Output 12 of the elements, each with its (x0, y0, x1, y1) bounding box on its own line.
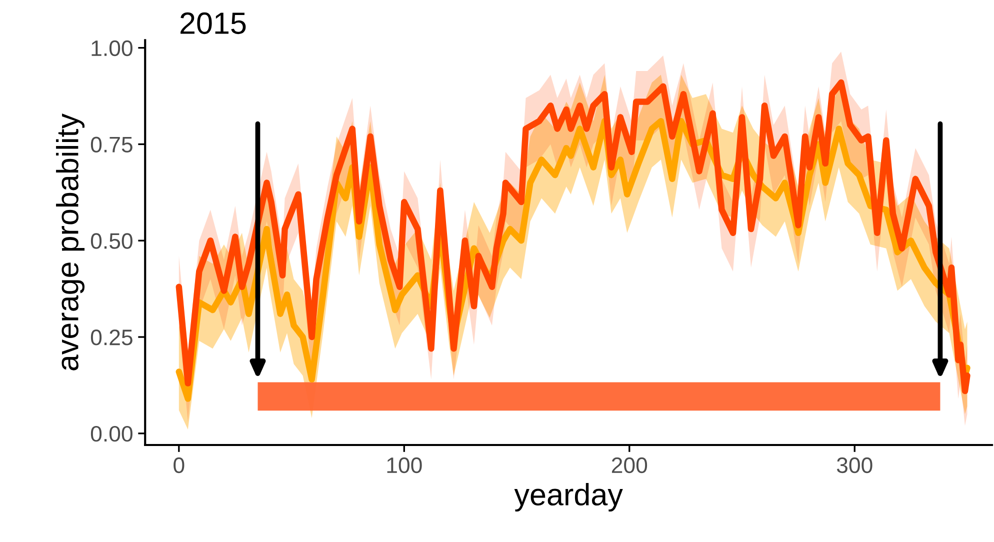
y-tick-label: 0.00 (90, 426, 132, 442)
y-tick-label: 0.75 (90, 136, 132, 152)
x-tick-label: 300 (836, 457, 872, 474)
x-axis-title: yearday (514, 483, 623, 512)
x-tick-label: 200 (612, 457, 648, 474)
y-tick-label: 0.25 (90, 330, 132, 346)
y-tick-label: 0.50 (90, 233, 132, 249)
y-tick-label: 1.00 (92, 40, 132, 56)
x-tick-label: 0 (174, 457, 184, 474)
chart-title: 2015 (180, 12, 246, 34)
y-axis-title: average probability (56, 114, 85, 370)
x-tick-label: 100 (387, 457, 422, 474)
